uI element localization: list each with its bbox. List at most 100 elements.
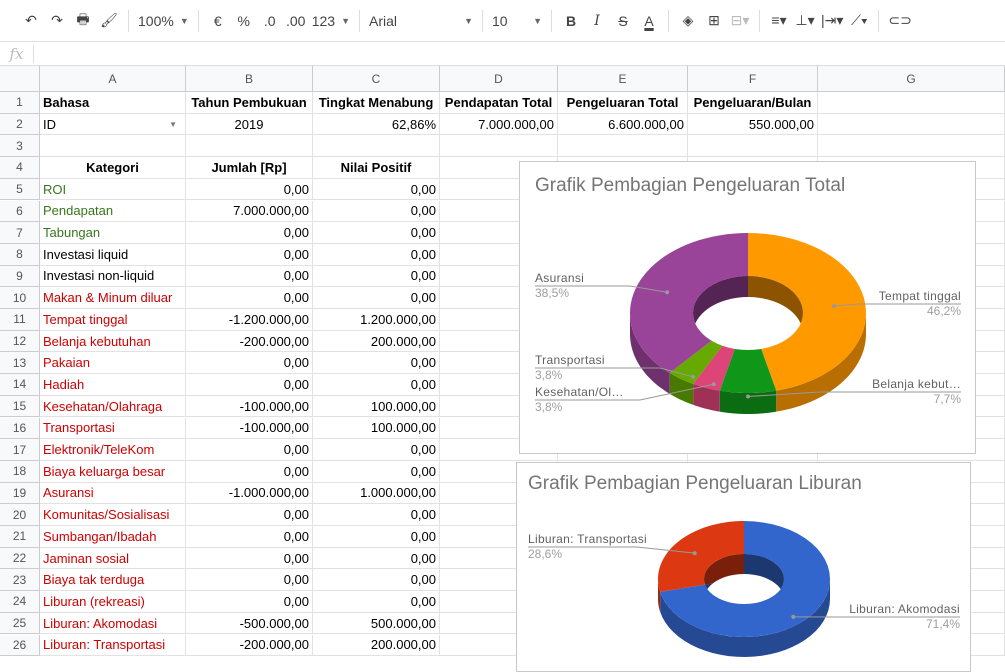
cell-a26[interactable]: Liburan: Transportasi: [40, 635, 186, 657]
dropdown-arrow-icon[interactable]: ▼: [169, 120, 177, 129]
cell-a22[interactable]: Jaminan sosial: [40, 548, 186, 570]
column-header-b[interactable]: B: [186, 66, 313, 92]
row-header[interactable]: 3: [0, 135, 40, 157]
cell-f3[interactable]: [688, 135, 818, 157]
cell-f1[interactable]: Pengeluaran/Bulan: [688, 92, 818, 114]
text-color-button[interactable]: A: [636, 7, 662, 35]
cell-a7[interactable]: Tabungan: [40, 222, 186, 244]
row-header[interactable]: 8: [0, 244, 40, 266]
cell-c23[interactable]: 0,00: [313, 569, 440, 591]
cell-b24[interactable]: 0,00: [186, 591, 313, 613]
row-header[interactable]: 23: [0, 569, 40, 591]
row-header[interactable]: 25: [0, 613, 40, 635]
align-icon[interactable]: ≡▾: [766, 7, 792, 35]
percent-button[interactable]: %: [231, 7, 257, 35]
row-header[interactable]: 22: [0, 548, 40, 570]
column-header-c[interactable]: C: [313, 66, 440, 92]
increase-decimal-button[interactable]: .00: [283, 7, 309, 35]
redo-icon[interactable]: ↷: [44, 7, 70, 35]
cell-g1[interactable]: [818, 92, 1005, 114]
cell-c16[interactable]: 100.000,00: [313, 418, 440, 440]
fill-color-icon[interactable]: ◈: [675, 7, 701, 35]
row-header[interactable]: 5: [0, 179, 40, 201]
cell-a18[interactable]: Biaya keluarga besar: [40, 461, 186, 483]
cell-a17[interactable]: Elektronik/TeleKom: [40, 439, 186, 461]
cell-c9[interactable]: 0,00: [313, 266, 440, 288]
row-header[interactable]: 12: [0, 331, 40, 353]
cell-a14[interactable]: Hadiah: [40, 374, 186, 396]
cell-c13[interactable]: 0,00: [313, 352, 440, 374]
cell-b25[interactable]: -500.000,00: [186, 613, 313, 635]
cell-b21[interactable]: 0,00: [186, 526, 313, 548]
cell-f2[interactable]: 550.000,00: [688, 114, 818, 136]
cell-b7[interactable]: 0,00: [186, 222, 313, 244]
row-header[interactable]: 1: [0, 92, 40, 114]
chart-pengeluaran-liburan[interactable]: Grafik Pembagian Pengeluaran Liburan Lib…: [516, 462, 971, 672]
cell-a23[interactable]: Biaya tak terduga: [40, 569, 186, 591]
paint-format-icon[interactable]: 🖌: [96, 7, 122, 35]
cell-a10[interactable]: Makan & Minum diluar: [40, 287, 186, 309]
cell-c7[interactable]: 0,00: [313, 222, 440, 244]
cell-e1[interactable]: Pengeluaran Total: [558, 92, 688, 114]
merge-cells-icon[interactable]: ⊟▾: [727, 7, 753, 35]
cell-b18[interactable]: 0,00: [186, 461, 313, 483]
cell-c1[interactable]: Tingkat Menabung: [313, 92, 440, 114]
cell-a24[interactable]: Liburan (rekreasi): [40, 591, 186, 613]
more-formats-button[interactable]: 123▼: [309, 7, 353, 35]
row-header[interactable]: 6: [0, 201, 40, 223]
cell-a12[interactable]: Belanja kebutuhan: [40, 331, 186, 353]
text-rotate-icon[interactable]: ⟋▾: [846, 7, 872, 35]
cell-b10[interactable]: 0,00: [186, 287, 313, 309]
cell-e2[interactable]: 6.600.000,00: [558, 114, 688, 136]
cell-c14[interactable]: 0,00: [313, 374, 440, 396]
cell-a3[interactable]: [40, 135, 186, 157]
cell-b9[interactable]: 0,00: [186, 266, 313, 288]
cell-a11[interactable]: Tempat tinggal: [40, 309, 186, 331]
cell-a20[interactable]: Komunitas/Sosialisasi: [40, 504, 186, 526]
cell-b19[interactable]: -1.000.000,00: [186, 483, 313, 505]
chart-pengeluaran-total[interactable]: Grafik Pembagian Pengeluaran Total Tempa…: [519, 161, 976, 454]
cell-g2[interactable]: [818, 114, 1005, 136]
cell-a25[interactable]: Liburan: Akomodasi: [40, 613, 186, 635]
row-header[interactable]: 17: [0, 439, 40, 461]
row-header[interactable]: 26: [0, 635, 40, 657]
column-header-e[interactable]: E: [558, 66, 688, 92]
row-header[interactable]: 9: [0, 266, 40, 288]
select-all-corner[interactable]: [0, 66, 40, 92]
row-header[interactable]: 20: [0, 504, 40, 526]
cell-c17[interactable]: 0,00: [313, 439, 440, 461]
cell-b26[interactable]: -200.000,00: [186, 635, 313, 657]
cell-a6[interactable]: Pendapatan: [40, 201, 186, 223]
cell-a15[interactable]: Kesehatan/Olahraga: [40, 396, 186, 418]
cell-a21[interactable]: Sumbangan/Ibadah: [40, 526, 186, 548]
vertical-align-icon[interactable]: ⊥▾: [792, 7, 818, 35]
link-icon[interactable]: ⊂⊃: [885, 7, 914, 35]
cell-c11[interactable]: 1.200.000,00: [313, 309, 440, 331]
cell-d3[interactable]: [440, 135, 558, 157]
italic-button[interactable]: I: [584, 7, 610, 35]
cell-b14[interactable]: 0,00: [186, 374, 313, 396]
cell-a4[interactable]: Kategori: [40, 157, 186, 179]
cell-c26[interactable]: 200.000,00: [313, 635, 440, 657]
cell-c3[interactable]: [313, 135, 440, 157]
column-header-a[interactable]: A: [40, 66, 186, 92]
row-header[interactable]: 10: [0, 287, 40, 309]
cell-a8[interactable]: Investasi liquid: [40, 244, 186, 266]
bold-button[interactable]: B: [558, 7, 584, 35]
row-header[interactable]: 7: [0, 222, 40, 244]
row-header[interactable]: 15: [0, 396, 40, 418]
cell-c5[interactable]: 0,00: [313, 179, 440, 201]
cell-b8[interactable]: 0,00: [186, 244, 313, 266]
print-icon[interactable]: 🖶: [70, 7, 96, 35]
cell-d2[interactable]: 7.000.000,00: [440, 114, 558, 136]
cell-b22[interactable]: 0,00: [186, 548, 313, 570]
cell-a13[interactable]: Pakaian: [40, 352, 186, 374]
cell-c21[interactable]: 0,00: [313, 526, 440, 548]
cell-e3[interactable]: [558, 135, 688, 157]
cell-b23[interactable]: 0,00: [186, 569, 313, 591]
cell-b2[interactable]: 2019: [186, 114, 313, 136]
cell-c18[interactable]: 0,00: [313, 461, 440, 483]
cell-c12[interactable]: 200.000,00: [313, 331, 440, 353]
zoom-select[interactable]: 100%▼: [135, 7, 192, 35]
currency-button[interactable]: €: [205, 7, 231, 35]
